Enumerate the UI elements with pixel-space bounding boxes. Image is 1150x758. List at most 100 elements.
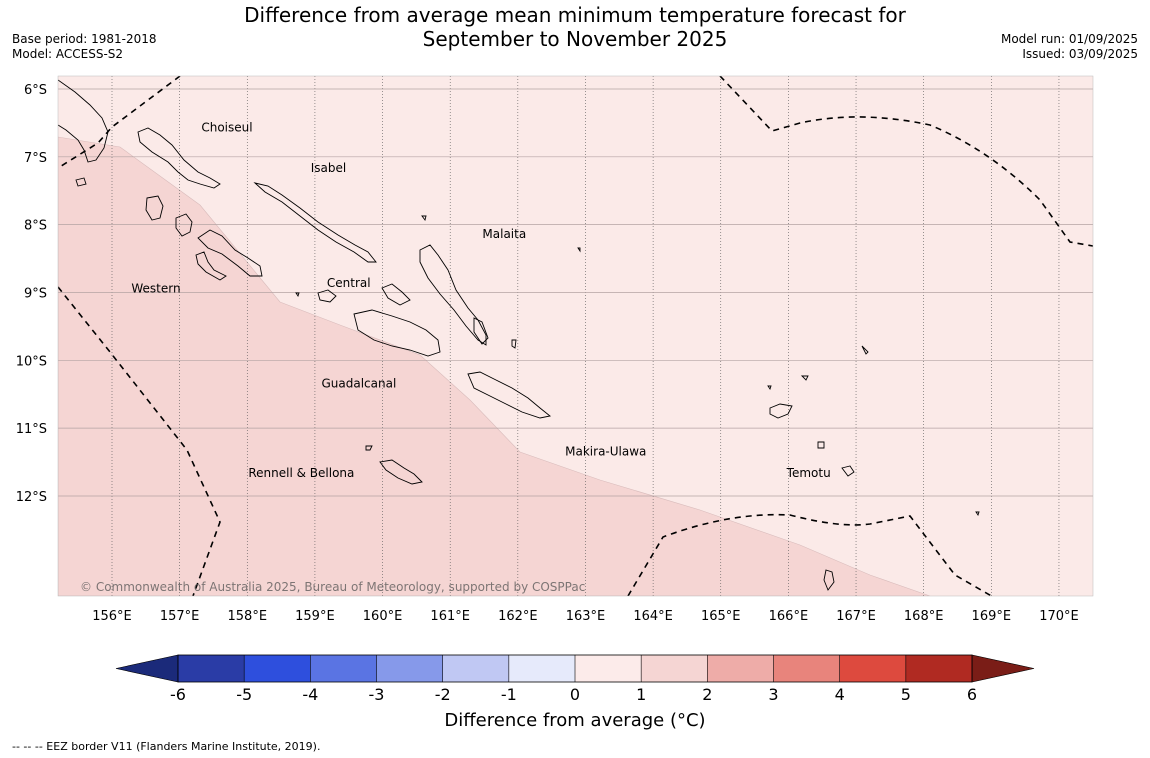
colorbar-swatch xyxy=(707,655,774,682)
island-shortland xyxy=(75,177,87,187)
longitude-label: 156°E xyxy=(92,609,132,624)
island-santa-cruz xyxy=(769,403,793,419)
latitude-label: 12°S xyxy=(16,490,47,505)
longitude-label: 163°E xyxy=(566,609,606,624)
longitude-label: 165°E xyxy=(701,609,741,624)
island-small-malaita xyxy=(473,317,489,345)
island-choiseul xyxy=(137,127,221,189)
colorbar-swatch xyxy=(508,655,575,682)
colorbar-tick-label: 1 xyxy=(636,685,646,704)
island-tiny-3 xyxy=(421,215,427,222)
latitude-label: 8°S xyxy=(24,219,47,234)
colorbar-swatch xyxy=(310,655,377,682)
province-label: Western xyxy=(131,281,180,295)
island-tiny-2 xyxy=(295,292,300,298)
colorbar: -6 -5 -4 -3 -2 -1 0 1 2 3 4 5 6 xyxy=(115,654,1035,704)
model-run: Model run: 01/09/2025 xyxy=(1000,32,1138,46)
island-isabel xyxy=(253,182,377,263)
island-tiny-4 xyxy=(767,385,772,391)
island-tikopia xyxy=(823,569,835,591)
colorbar-swatch xyxy=(839,655,906,682)
colorbar-tick-label: 6 xyxy=(967,685,977,704)
eez-border-southwest xyxy=(58,286,221,596)
island-duff xyxy=(800,375,809,381)
colorbar-swatch xyxy=(641,655,708,682)
latitude-labels: 6°S 7°S 8°S 9°S 10°S 11°S 12°S xyxy=(16,83,47,505)
colorbar-swatch xyxy=(376,655,443,682)
longitude-label: 162°E xyxy=(498,609,538,624)
island-bougainville xyxy=(58,79,109,163)
latitude-label: 7°S xyxy=(24,151,47,166)
latitude-label: 6°S xyxy=(24,83,47,98)
province-label: Temotu xyxy=(786,466,831,480)
island-makira xyxy=(467,371,552,419)
colorbar-swatch xyxy=(442,655,509,682)
longitude-label: 159°E xyxy=(295,609,335,624)
issued-date: Issued: 03/09/2025 xyxy=(1022,47,1138,61)
province-labels: Choiseul Isabel Malaita Central Western Guada… xyxy=(131,121,830,480)
meta-right: Model run: 01/09/2025 Issued: 03/09/2025 xyxy=(1001,32,1138,62)
colorbar-tick-label: 0 xyxy=(570,685,580,704)
colorbar-tick-label: 4 xyxy=(835,685,845,704)
island-utupua xyxy=(841,465,855,477)
island-tiny-1 xyxy=(577,247,581,253)
island-vella-lavella xyxy=(145,195,164,221)
colorbar-tick-label: 2 xyxy=(702,685,712,704)
colorbar-tick-label: 5 xyxy=(901,685,911,704)
island-russell xyxy=(381,283,411,306)
eez-borders xyxy=(58,76,1093,596)
colorbar-swatch xyxy=(244,655,311,682)
colorbar-over-arrow xyxy=(971,654,1035,683)
province-label: Isabel xyxy=(311,161,346,175)
province-label: Malaita xyxy=(482,227,526,241)
island-bellona xyxy=(365,445,373,451)
map-frame xyxy=(57,75,1094,597)
island-rennell xyxy=(379,459,423,485)
map-area: Choiseul Isabel Malaita Central Western Guada… xyxy=(58,76,1093,596)
colorbar-title: Difference from average (°C) xyxy=(444,710,706,731)
island-vanikoro xyxy=(817,441,825,449)
copyright-text: © Commonwealth of Australia 2025, Bureau… xyxy=(80,580,585,594)
title-line-1: Difference from average mean minimum tem… xyxy=(244,3,906,27)
longitude-label: 157°E xyxy=(160,609,200,624)
island-rendova xyxy=(195,251,227,281)
colorbar-tick-label: -6 xyxy=(170,685,186,704)
colorbar-tick-label: -2 xyxy=(435,685,451,704)
province-label: Makira-Ulawa xyxy=(565,444,646,458)
island-new-georgia-2 xyxy=(197,229,263,277)
latitude-label: 11°S xyxy=(16,422,47,437)
longitude-label: 170°E xyxy=(1039,609,1079,624)
colorbar-swatch xyxy=(575,655,642,682)
latitude-label: 10°S xyxy=(16,354,47,369)
base-period: Base period: 1981-2018 xyxy=(12,32,157,46)
colorbar-under-arrow xyxy=(115,654,179,683)
colorbar-tick-label: 3 xyxy=(768,685,778,704)
coastlines xyxy=(58,79,980,591)
band-1-2-fill xyxy=(58,136,931,596)
province-label: Choiseul xyxy=(201,121,252,135)
longitude-labels: 156°E 157°E 158°E 159°E 160°E 161°E 162°E 163°E… xyxy=(92,609,1078,624)
longitude-label: 166°E xyxy=(769,609,809,624)
island-ulawa xyxy=(511,339,517,349)
colorbar-tick-label: -3 xyxy=(369,685,385,704)
longitude-label: 169°E xyxy=(972,609,1012,624)
title-line-2: September to November 2025 xyxy=(422,27,728,51)
island-florida xyxy=(317,289,337,303)
colorbar-swatch xyxy=(178,655,245,682)
meta-left: Base period: 1981-2018 Model: ACCESS-S2 xyxy=(12,32,157,62)
latitude-label: 9°S xyxy=(24,286,47,301)
graticule xyxy=(58,76,1093,596)
chart-title: Difference from average mean minimum tem… xyxy=(0,3,1150,51)
colorbar-tick-label: -4 xyxy=(302,685,318,704)
island-new-georgia xyxy=(175,213,193,237)
colorbar-tick-label: -5 xyxy=(236,685,252,704)
longitude-label: 161°E xyxy=(430,609,470,624)
eez-border-south xyxy=(627,513,994,596)
colorbar-tick-label: -1 xyxy=(501,685,517,704)
longitude-label: 168°E xyxy=(904,609,944,624)
model-name: Model: ACCESS-S2 xyxy=(12,47,124,61)
longitude-label: 158°E xyxy=(228,609,268,624)
footnote: -- -- -- EEZ border V11 (Flanders Marine… xyxy=(12,740,321,753)
province-label: Guadalcanal xyxy=(321,376,396,390)
